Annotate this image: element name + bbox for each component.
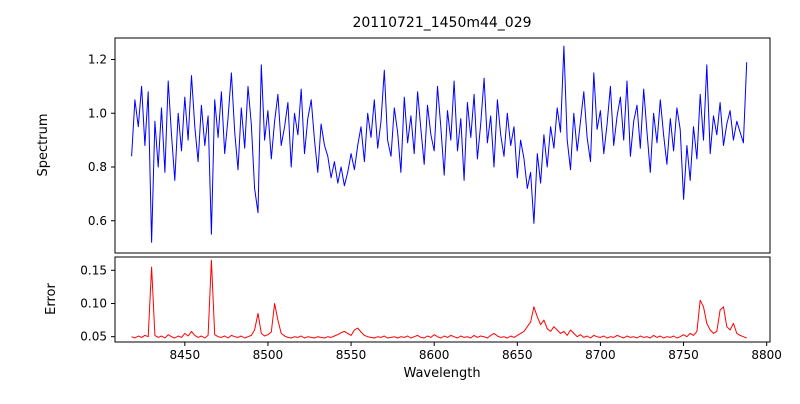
chart-title: 20110721_1450m44_029: [352, 15, 531, 31]
x-axis: 8450 8500 8550 8600 8650 8700 8750 8800: [170, 342, 782, 362]
y-tick-label: 1.2: [88, 53, 107, 67]
y-tick-label: 0.10: [80, 296, 107, 310]
x-tick-label: 8500: [253, 348, 284, 362]
error-y-axis-label: Error: [44, 283, 59, 315]
y-tick-label: 1.0: [88, 106, 107, 120]
x-tick-label: 8750: [668, 348, 699, 362]
error-subplot: 0.05 0.10 0.15 8450 8500 8550 8600 8650 8700 875…: [44, 256, 782, 381]
error-y-axis: 0.05 0.10 0.15: [80, 263, 115, 344]
error-axes-box: [114, 256, 771, 343]
y-tick-label: 0.05: [80, 330, 107, 344]
x-tick-label: 8550: [336, 348, 367, 362]
x-tick-label: 8650: [502, 348, 533, 362]
spectrum-y-axis: 0.6 0.8 1.0 1.2: [88, 53, 115, 228]
y-tick-label: 0.8: [88, 160, 107, 174]
error-line: [131, 259, 747, 339]
y-tick-label: 0.6: [88, 214, 107, 228]
spectrum-line: [131, 45, 748, 243]
spectrum-subplot: 0.6 0.8 1.0 1.2 Spectrum: [36, 37, 771, 254]
x-tick-label: 8700: [585, 348, 616, 362]
x-tick-label: 8450: [170, 348, 201, 362]
x-tick-label: 8800: [751, 348, 782, 362]
y-tick-label: 0.15: [80, 263, 107, 277]
x-tick-label: 8600: [419, 348, 450, 362]
x-axis-label: Wavelength: [403, 366, 480, 381]
spectrum-axes-box: [114, 37, 771, 254]
spectrum-y-axis-label: Spectrum: [36, 114, 51, 177]
